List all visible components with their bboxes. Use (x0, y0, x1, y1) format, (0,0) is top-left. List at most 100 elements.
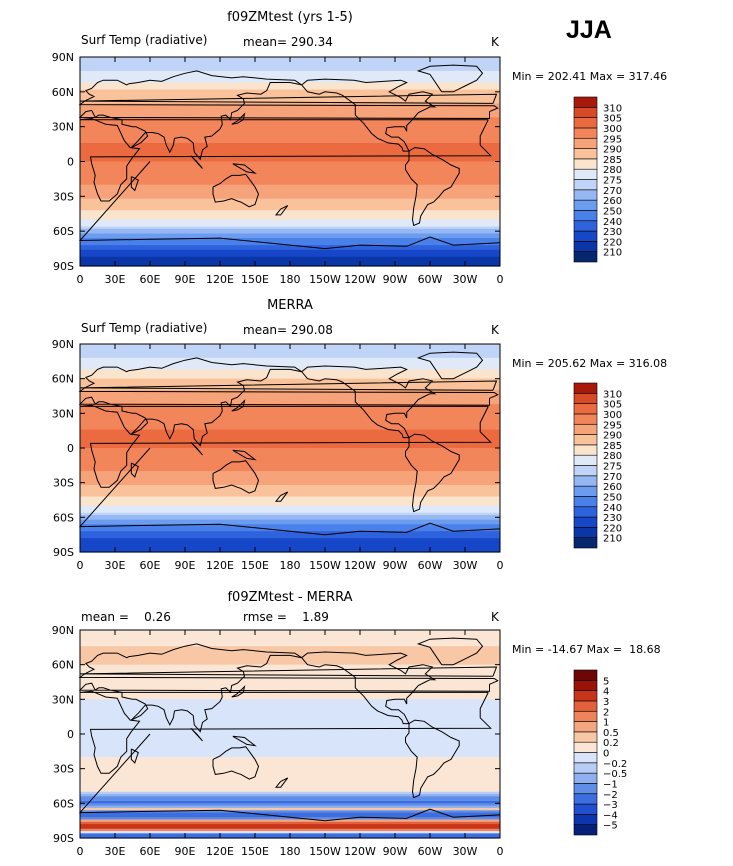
field-band (80, 152, 500, 156)
colorbar-label: 1 (603, 718, 609, 729)
colorbar-label: 260 (603, 196, 622, 207)
x-tick-label: 60W (418, 845, 443, 858)
field-bands (80, 630, 500, 839)
colorbar-swatch (573, 189, 598, 201)
field-band (80, 75, 500, 79)
field-bands (80, 344, 500, 553)
coastline (232, 163, 257, 174)
coastline (130, 176, 139, 192)
field-band (80, 221, 500, 225)
colorbar-swatch (573, 772, 598, 784)
field-band (80, 634, 500, 638)
field-band (80, 177, 500, 181)
field-band (80, 408, 500, 412)
field-band (80, 380, 500, 384)
field-band (80, 122, 500, 125)
field-band (80, 249, 500, 253)
field-band (80, 789, 500, 793)
x-tick-label: 0 (77, 273, 84, 286)
colorbar-swatch (573, 824, 598, 836)
coastline (416, 351, 484, 380)
field-band (80, 780, 500, 784)
field-band (80, 353, 500, 357)
colorbar-label: −2 (603, 790, 618, 801)
field-band (80, 364, 500, 368)
x-tick-label: 120E (206, 559, 234, 572)
field-band (80, 210, 500, 214)
colorbar-swatch (573, 496, 598, 508)
colorbar-swatch (573, 710, 598, 722)
colorbar-label: −1 (603, 779, 618, 790)
colorbar-swatch (573, 96, 598, 108)
coastline (190, 441, 203, 456)
colorbar-label: 250 (603, 206, 622, 217)
colorbar-label: 295 (603, 134, 622, 145)
field-band (80, 660, 500, 663)
field-band (80, 487, 500, 491)
x-tick-label: 120W (344, 273, 376, 286)
coastline (78, 447, 501, 536)
panel-2-colorbar: 2102202302402502602702752802852902953003… (573, 382, 622, 549)
field-band (80, 240, 500, 244)
coastlines (78, 637, 501, 822)
panel-3-rmse-label: rmse = 1.89 (243, 610, 329, 624)
coastline (190, 155, 203, 169)
field-band (80, 715, 500, 719)
colorbar-swatch (573, 107, 598, 118)
field-band (80, 724, 500, 728)
field-band (80, 794, 500, 797)
colorbar-swatch (573, 210, 598, 222)
field-band (80, 710, 500, 714)
field-band (80, 473, 500, 477)
field-band (80, 170, 500, 174)
x-tick-label: 150W (309, 559, 341, 572)
y-tick-label: 0 (67, 442, 74, 455)
field-band (80, 194, 500, 197)
coastline (190, 727, 203, 742)
field-band (80, 662, 500, 666)
field-band (80, 149, 500, 153)
x-tick-label: 90E (175, 559, 196, 572)
field-band (80, 678, 500, 682)
field-band (80, 420, 500, 424)
field-band (80, 805, 500, 809)
field-band (80, 480, 500, 484)
coastline (231, 399, 246, 412)
colorbar-label: 240 (603, 217, 622, 228)
colorbar-swatch (573, 793, 598, 805)
y-tick-label: 90N (52, 624, 74, 637)
colorbar-label: 290 (603, 431, 622, 442)
x-tick-label: 120W (344, 559, 376, 572)
colorbar-swatch (573, 199, 598, 211)
panel-1-colorbar: 2102202302402502602702752802852902953003… (573, 96, 622, 263)
colorbar-swatch (573, 168, 598, 180)
field-band (80, 814, 500, 818)
panel-2-variable-label: Surf Temp (radiative) (81, 321, 207, 335)
field-band (80, 791, 500, 795)
field-band (80, 782, 500, 786)
field-band (80, 699, 500, 703)
coastline (231, 685, 246, 698)
colorbar-label: 280 (603, 165, 622, 176)
field-band (80, 461, 500, 465)
colorbar-swatch (573, 127, 598, 139)
field-band (80, 131, 500, 135)
colorbar-swatch (573, 423, 598, 435)
field-band (80, 77, 500, 81)
panel-2-minmax: Min = 205.62 Max = 316.08 (512, 357, 667, 370)
field-band (80, 683, 500, 687)
coastline (212, 746, 260, 780)
field-band (80, 650, 500, 654)
x-tick-label: 30E (105, 845, 126, 858)
field-band (80, 247, 500, 251)
field-band (80, 812, 500, 816)
coastline (416, 64, 484, 93)
colorbar-label: 260 (603, 482, 622, 493)
field-band (80, 238, 500, 242)
coastline (274, 491, 289, 502)
coastline (405, 433, 460, 513)
field-band (80, 448, 500, 451)
field-band (80, 801, 500, 804)
x-tick-label: 60W (418, 559, 443, 572)
